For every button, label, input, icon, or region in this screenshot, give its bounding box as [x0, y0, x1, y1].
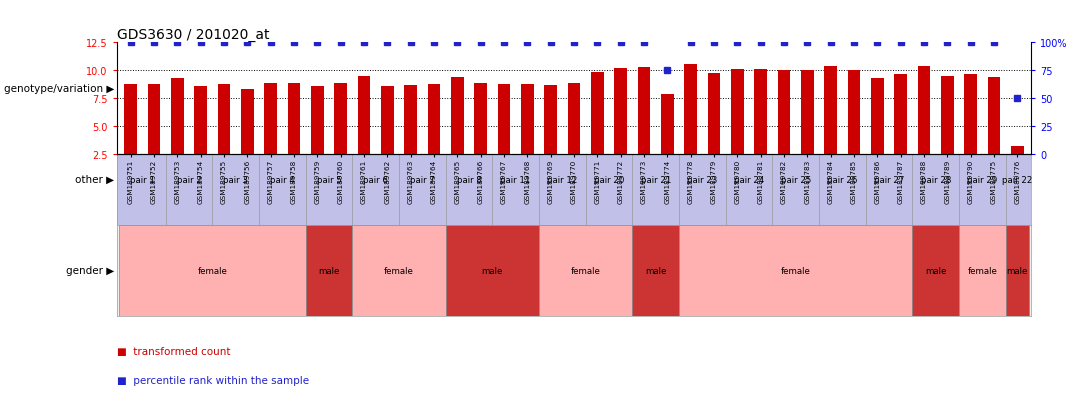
Bar	[311, 87, 324, 155]
Bar	[194, 87, 207, 155]
Text: pair 2: pair 2	[176, 175, 201, 184]
Bar	[539, 225, 633, 316]
Bar	[679, 225, 913, 316]
Bar	[352, 225, 446, 316]
Bar	[585, 43, 1029, 134]
Text: female: female	[968, 266, 997, 275]
Bar	[941, 77, 954, 155]
Text: other ▶: other ▶	[76, 175, 114, 185]
Text: ■  transformed count: ■ transformed count	[117, 346, 230, 356]
Bar	[1005, 225, 1029, 316]
Bar	[591, 72, 604, 155]
Bar	[987, 78, 1000, 155]
Bar	[446, 225, 539, 316]
Text: pair 7: pair 7	[410, 175, 435, 184]
Text: pair 12: pair 12	[548, 175, 578, 184]
Bar	[265, 83, 278, 155]
Text: pair 4: pair 4	[270, 175, 295, 184]
Bar	[148, 85, 161, 155]
Text: male: male	[1007, 266, 1028, 275]
Text: pair 20: pair 20	[594, 175, 624, 184]
Text: pair 25: pair 25	[781, 175, 811, 184]
Bar	[964, 75, 977, 155]
Bar	[707, 74, 720, 155]
Bar	[870, 79, 883, 155]
Text: gender ▶: gender ▶	[66, 266, 114, 275]
Bar	[1011, 147, 1024, 155]
Bar	[124, 85, 137, 155]
Bar	[451, 78, 463, 155]
Text: male: male	[319, 266, 340, 275]
Text: ■  percentile rank within the sample: ■ percentile rank within the sample	[117, 375, 309, 385]
Bar	[894, 75, 907, 155]
Bar	[918, 67, 931, 155]
Bar	[521, 85, 534, 155]
Text: pair 21: pair 21	[640, 175, 671, 184]
Text: pair 22: pair 22	[1002, 175, 1032, 184]
Text: pair 8: pair 8	[457, 175, 482, 184]
Text: male: male	[482, 266, 503, 275]
Bar	[119, 43, 585, 134]
Text: pair 28: pair 28	[920, 175, 950, 184]
Text: dizygotic twin: dizygotic twin	[771, 84, 843, 94]
Bar	[217, 85, 230, 155]
Bar	[568, 83, 580, 155]
Bar	[287, 83, 300, 155]
Text: monozygotic twin: monozygotic twin	[306, 84, 399, 94]
Text: pair 3: pair 3	[224, 175, 248, 184]
Bar	[615, 69, 627, 155]
Bar	[544, 86, 557, 155]
Bar	[171, 79, 184, 155]
Bar	[778, 71, 791, 155]
Text: GDS3630 / 201020_at: GDS3630 / 201020_at	[117, 28, 269, 43]
Text: genotype/variation ▶: genotype/variation ▶	[4, 84, 114, 94]
Text: pair 1: pair 1	[130, 175, 154, 184]
Bar	[959, 225, 1005, 316]
Text: pair 27: pair 27	[874, 175, 904, 184]
Bar	[241, 90, 254, 155]
Text: pair 29: pair 29	[968, 175, 998, 184]
Bar	[404, 86, 417, 155]
Text: female: female	[384, 266, 414, 275]
Bar	[685, 64, 697, 155]
Text: female: female	[198, 266, 227, 275]
Text: female: female	[570, 266, 600, 275]
Bar	[498, 85, 511, 155]
Bar	[357, 77, 370, 155]
Bar	[633, 225, 679, 316]
Bar	[848, 71, 861, 155]
Bar	[119, 225, 306, 316]
Bar	[824, 67, 837, 155]
Bar	[381, 87, 394, 155]
Bar	[801, 71, 814, 155]
Text: male: male	[926, 266, 946, 275]
Text: female: female	[781, 266, 811, 275]
Bar	[334, 83, 347, 155]
Bar	[428, 85, 441, 155]
Text: pair 11: pair 11	[500, 175, 531, 184]
Text: pair 24: pair 24	[733, 175, 765, 184]
Bar	[913, 225, 959, 316]
Bar	[474, 83, 487, 155]
Bar	[731, 70, 744, 155]
Bar	[637, 68, 650, 155]
Text: male: male	[645, 266, 666, 275]
Text: pair 5: pair 5	[316, 175, 341, 184]
Text: pair 26: pair 26	[827, 175, 858, 184]
Bar	[306, 225, 352, 316]
Bar	[661, 95, 674, 155]
Text: pair 6: pair 6	[363, 175, 388, 184]
Text: pair 23: pair 23	[687, 175, 717, 184]
Bar	[754, 70, 767, 155]
